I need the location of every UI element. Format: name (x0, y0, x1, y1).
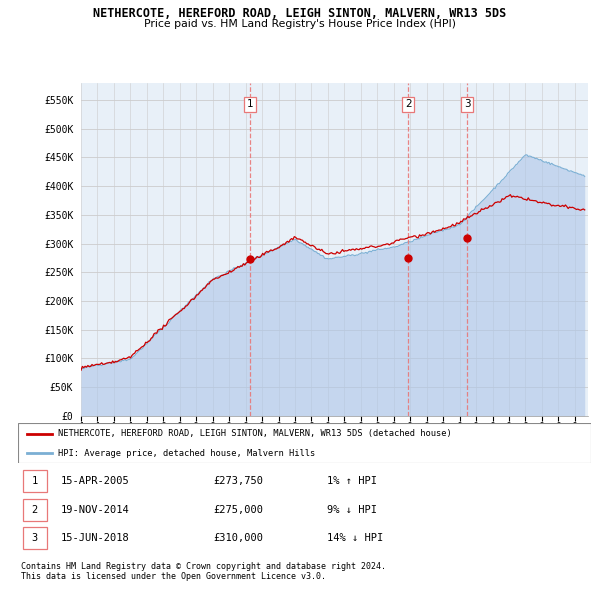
FancyBboxPatch shape (23, 470, 47, 491)
Text: Price paid vs. HM Land Registry's House Price Index (HPI): Price paid vs. HM Land Registry's House … (144, 19, 456, 30)
Text: £275,000: £275,000 (213, 504, 263, 514)
Text: 1: 1 (247, 100, 254, 109)
Text: £273,750: £273,750 (213, 476, 263, 486)
Text: 2: 2 (405, 100, 412, 109)
Text: 15-JUN-2018: 15-JUN-2018 (61, 533, 130, 543)
Text: 2: 2 (31, 504, 38, 514)
FancyBboxPatch shape (23, 527, 47, 549)
Text: 9% ↓ HPI: 9% ↓ HPI (328, 504, 377, 514)
FancyBboxPatch shape (23, 499, 47, 520)
Text: HPI: Average price, detached house, Malvern Hills: HPI: Average price, detached house, Malv… (58, 448, 316, 458)
Text: 3: 3 (464, 100, 470, 109)
Text: 3: 3 (31, 533, 38, 543)
Text: 14% ↓ HPI: 14% ↓ HPI (328, 533, 383, 543)
Text: 1% ↑ HPI: 1% ↑ HPI (328, 476, 377, 486)
Text: This data is licensed under the Open Government Licence v3.0.: This data is licensed under the Open Gov… (21, 572, 326, 581)
Text: NETHERCOTE, HEREFORD ROAD, LEIGH SINTON, MALVERN, WR13 5DS (detached house): NETHERCOTE, HEREFORD ROAD, LEIGH SINTON,… (58, 430, 452, 438)
Text: £310,000: £310,000 (213, 533, 263, 543)
Text: 1: 1 (31, 476, 38, 486)
Text: 15-APR-2005: 15-APR-2005 (61, 476, 130, 486)
Text: Contains HM Land Registry data © Crown copyright and database right 2024.: Contains HM Land Registry data © Crown c… (21, 562, 386, 571)
Text: 19-NOV-2014: 19-NOV-2014 (61, 504, 130, 514)
Text: NETHERCOTE, HEREFORD ROAD, LEIGH SINTON, MALVERN, WR13 5DS: NETHERCOTE, HEREFORD ROAD, LEIGH SINTON,… (94, 7, 506, 20)
